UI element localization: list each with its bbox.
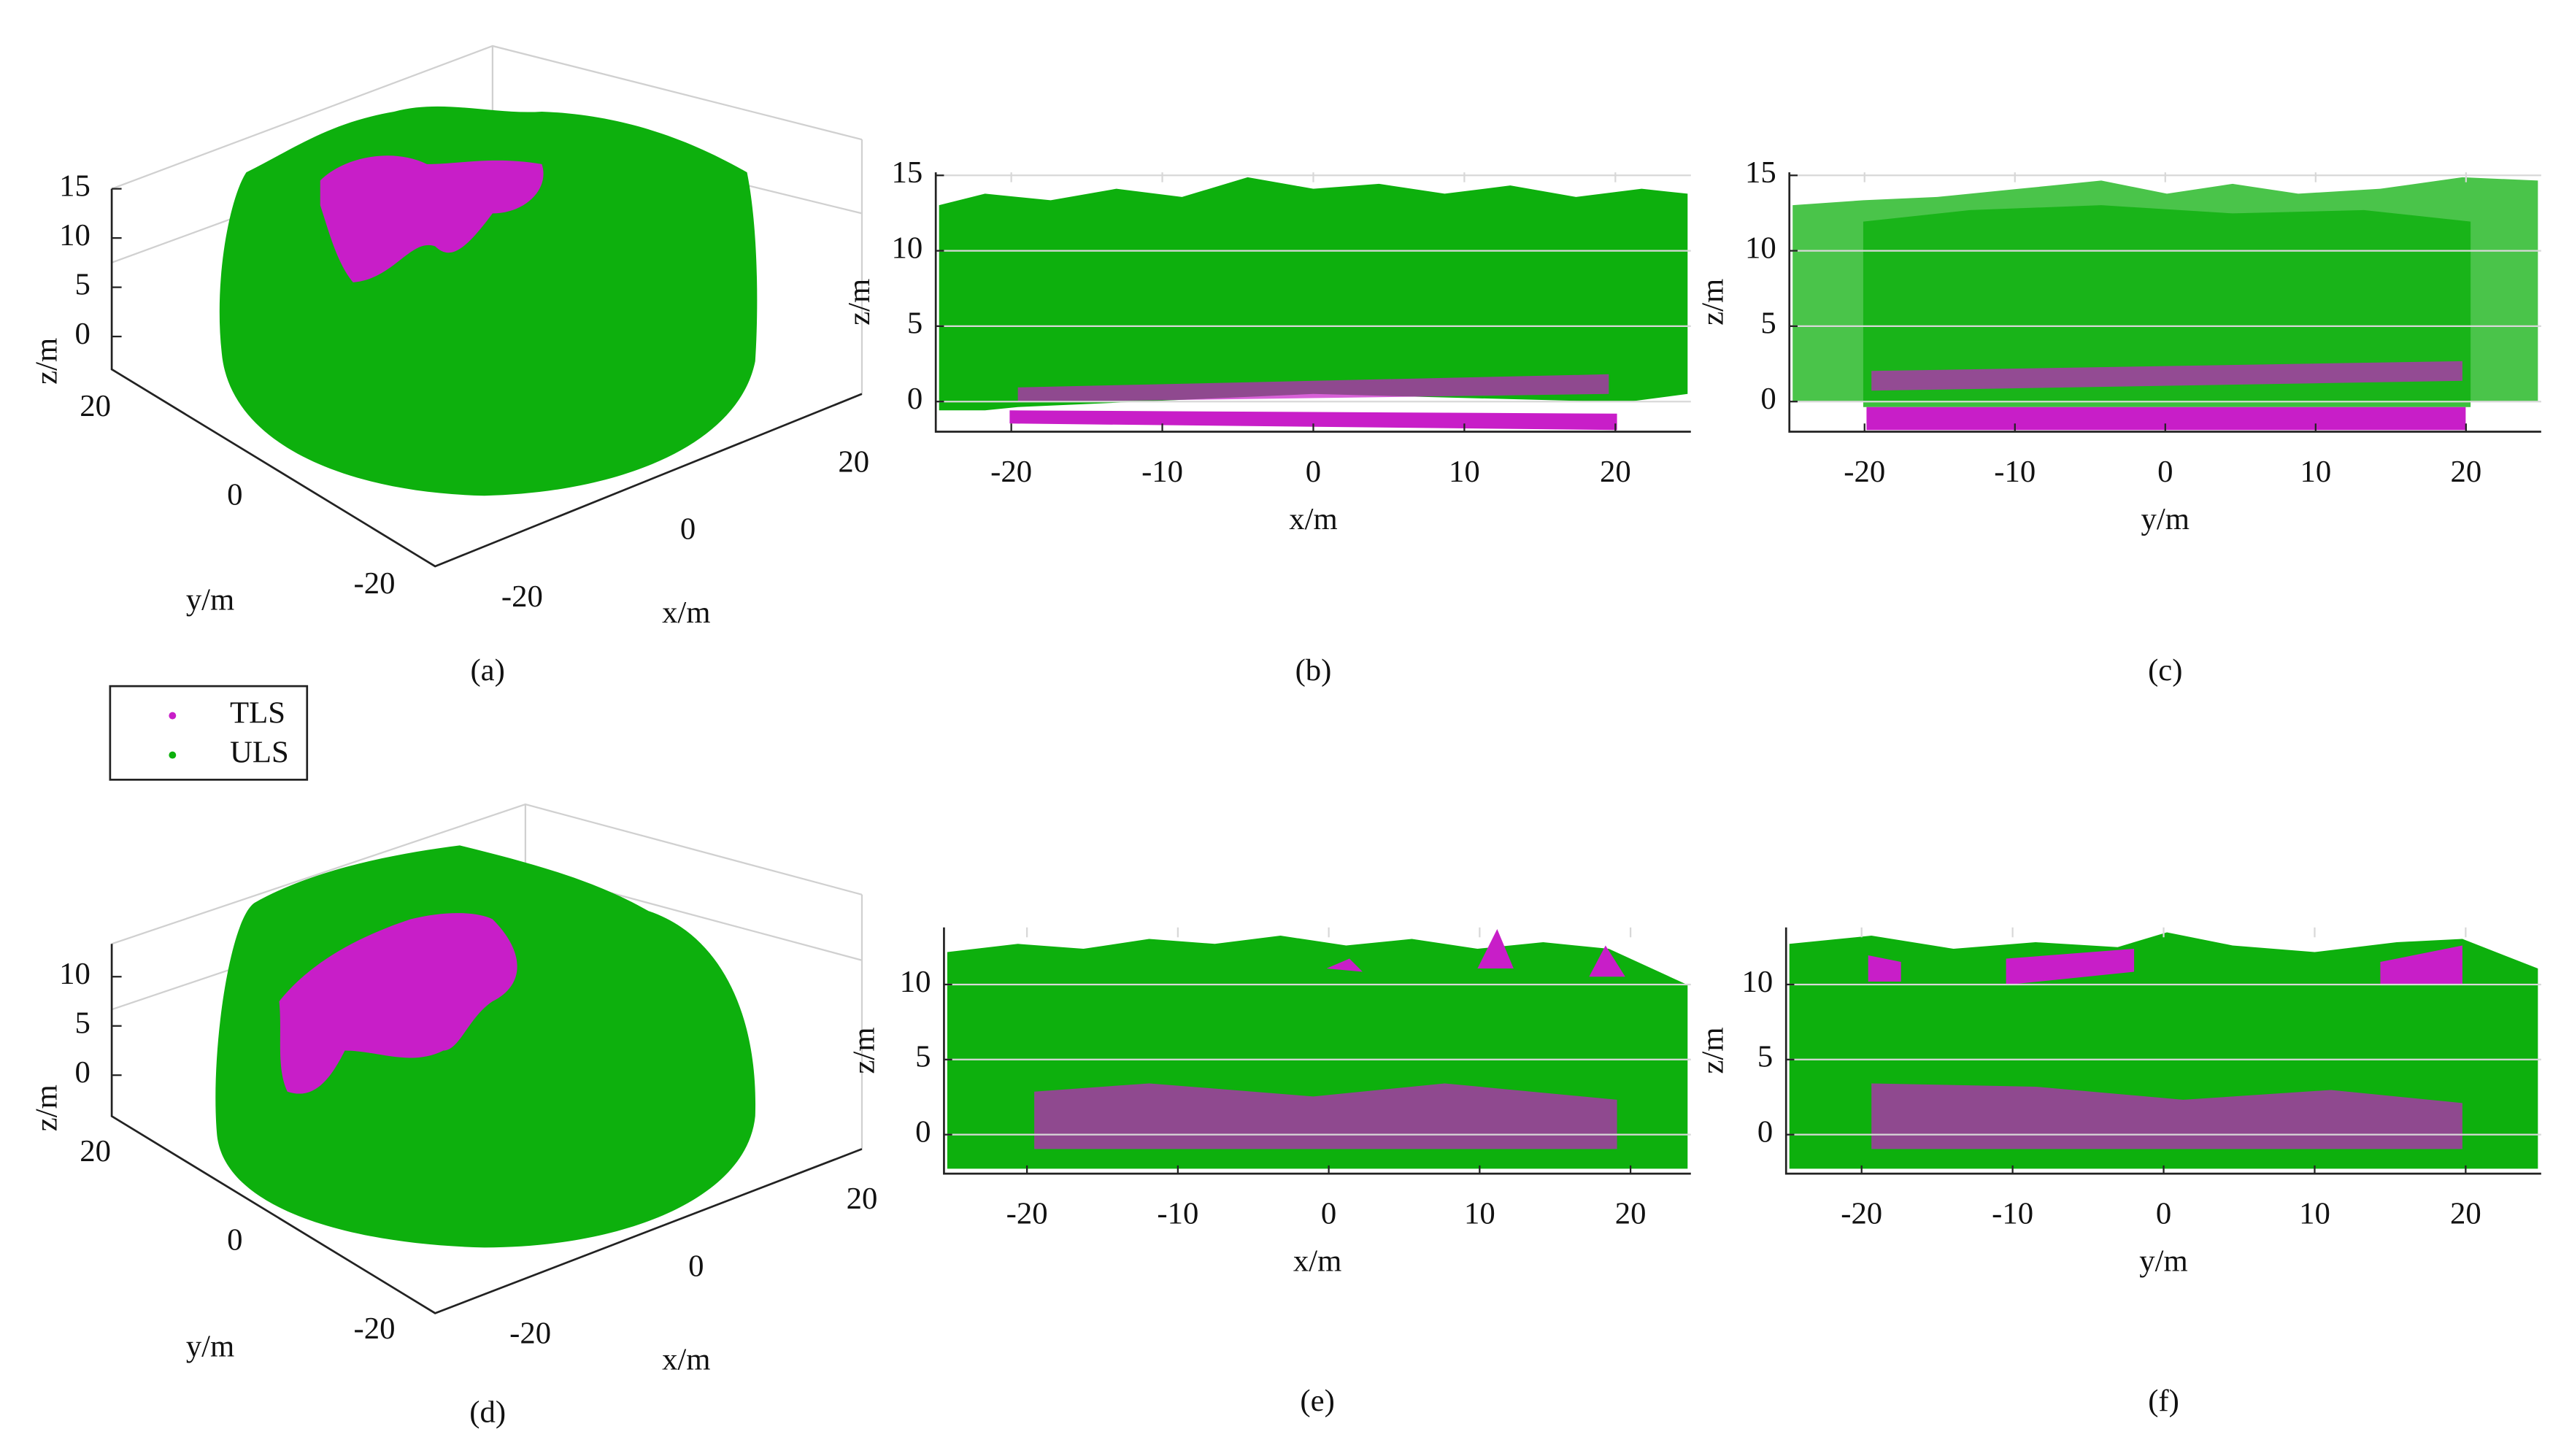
x-tick-label: 20 [1600, 455, 1631, 489]
legend-label: ULS [230, 735, 289, 769]
axis-line [110, 188, 863, 568]
y-tick-label: 10 [900, 965, 931, 999]
axis-label: z/m [29, 1085, 63, 1131]
x-tick-label: 0 [2156, 1196, 2171, 1230]
point-cloud [279, 913, 517, 1094]
x-tick-label: -20 [509, 1317, 551, 1351]
y-tick-label: 0 [907, 382, 923, 416]
point-cloud [1034, 1083, 1617, 1149]
point-cloud [1017, 374, 1609, 403]
x-tick-label: 20 [2450, 1196, 2481, 1230]
caption: (f) [2148, 1384, 2179, 1418]
x-tick-label: 0 [2157, 455, 2173, 489]
y-tick-label: 5 [915, 1040, 931, 1074]
axis-label: x/m [662, 1343, 710, 1377]
legend-marker [169, 712, 177, 720]
axis-label: x/m [662, 596, 710, 630]
axis-label: z/m [847, 1027, 882, 1074]
axis-label: y/m [2139, 1244, 2187, 1279]
z-tick-label: 15 [59, 169, 90, 203]
point-cloud [1863, 205, 2471, 407]
z-tick-label: 10 [59, 218, 90, 253]
x-tick-label: 0 [1321, 1196, 1336, 1230]
y-tick-label: 5 [907, 307, 923, 341]
axis-line [110, 944, 863, 1314]
x-tick-label: 20 [2450, 455, 2481, 489]
axis-line [943, 927, 1691, 1175]
x-tick-label: 10 [1449, 455, 1480, 489]
axis-label: z/m [1695, 1027, 1730, 1074]
point-cloud [939, 177, 1688, 411]
caption: (d) [469, 1395, 506, 1430]
axis-line [934, 172, 1691, 433]
axis-label: z/m [29, 338, 63, 385]
y-tick-label: 0 [227, 1222, 242, 1257]
y-tick-label: 20 [80, 389, 111, 423]
x-tick-label: -20 [501, 579, 543, 614]
x-tick-label: -20 [1841, 1196, 1882, 1230]
axis-label: y/m [186, 1330, 234, 1364]
caption: (a) [470, 653, 504, 687]
y-tick-label: 15 [891, 155, 923, 190]
axis-label: z/m [1695, 279, 1730, 326]
y-tick-label: 0 [1760, 382, 1776, 416]
legend-label: TLS [230, 696, 285, 730]
x-tick-label: -10 [1141, 455, 1183, 489]
x-tick-label: -20 [1006, 1196, 1048, 1230]
x-tick-label: -20 [1844, 455, 1885, 489]
x-tick-label: 0 [680, 512, 696, 547]
point-cloud [1326, 929, 1625, 977]
x-tick-label: 10 [1464, 1196, 1495, 1230]
x-tick-label: -20 [990, 455, 1032, 489]
x-tick-label: 20 [838, 444, 869, 479]
x-tick-label: 10 [2300, 455, 2331, 489]
y-tick-label: -20 [353, 566, 395, 601]
y-tick-label: 20 [80, 1134, 111, 1168]
caption: (b) [1295, 653, 1332, 687]
legend-marker [169, 751, 177, 759]
y-tick-label: 15 [1745, 155, 1776, 190]
point-cloud [1871, 1083, 2462, 1149]
axis-line [1784, 927, 2541, 1175]
x-tick-label: 20 [847, 1182, 878, 1216]
caption: (c) [2148, 653, 2182, 687]
x-tick-label: -10 [1994, 455, 2036, 489]
axis-line [1788, 172, 2541, 433]
x-tick-label: 0 [688, 1249, 704, 1283]
x-tick-label: -10 [1992, 1196, 2033, 1230]
z-tick-label: 0 [75, 1055, 90, 1090]
y-tick-label: 0 [1757, 1114, 1773, 1149]
y-tick-label: -20 [353, 1311, 395, 1346]
axis-label: x/m [1289, 502, 1337, 536]
point-cloud [320, 155, 544, 282]
axis-label: x/m [1293, 1244, 1341, 1279]
y-tick-label: 10 [1745, 231, 1776, 265]
axis-label: y/m [2141, 502, 2190, 536]
x-tick-label: 0 [1306, 455, 1321, 489]
axis-label: z/m [842, 279, 877, 326]
z-tick-label: 5 [75, 1006, 90, 1041]
y-tick-label: 5 [1760, 307, 1776, 341]
x-tick-label: 20 [1615, 1196, 1647, 1230]
y-tick-label: 10 [891, 231, 923, 265]
z-tick-label: 0 [75, 317, 90, 351]
x-tick-label: -10 [1157, 1196, 1198, 1230]
x-tick-label: 10 [2299, 1196, 2330, 1230]
y-tick-label: 0 [915, 1114, 931, 1149]
legend-box [109, 685, 309, 781]
point-cloud [1871, 361, 2462, 391]
point-cloud [1868, 945, 2462, 985]
z-tick-label: 10 [59, 957, 90, 991]
axis-label: y/m [186, 582, 234, 617]
y-tick-label: 10 [1742, 965, 1774, 999]
y-tick-label: 0 [227, 477, 242, 512]
caption: (e) [1300, 1384, 1334, 1418]
y-tick-label: 5 [1757, 1040, 1773, 1074]
z-tick-label: 5 [75, 267, 90, 301]
